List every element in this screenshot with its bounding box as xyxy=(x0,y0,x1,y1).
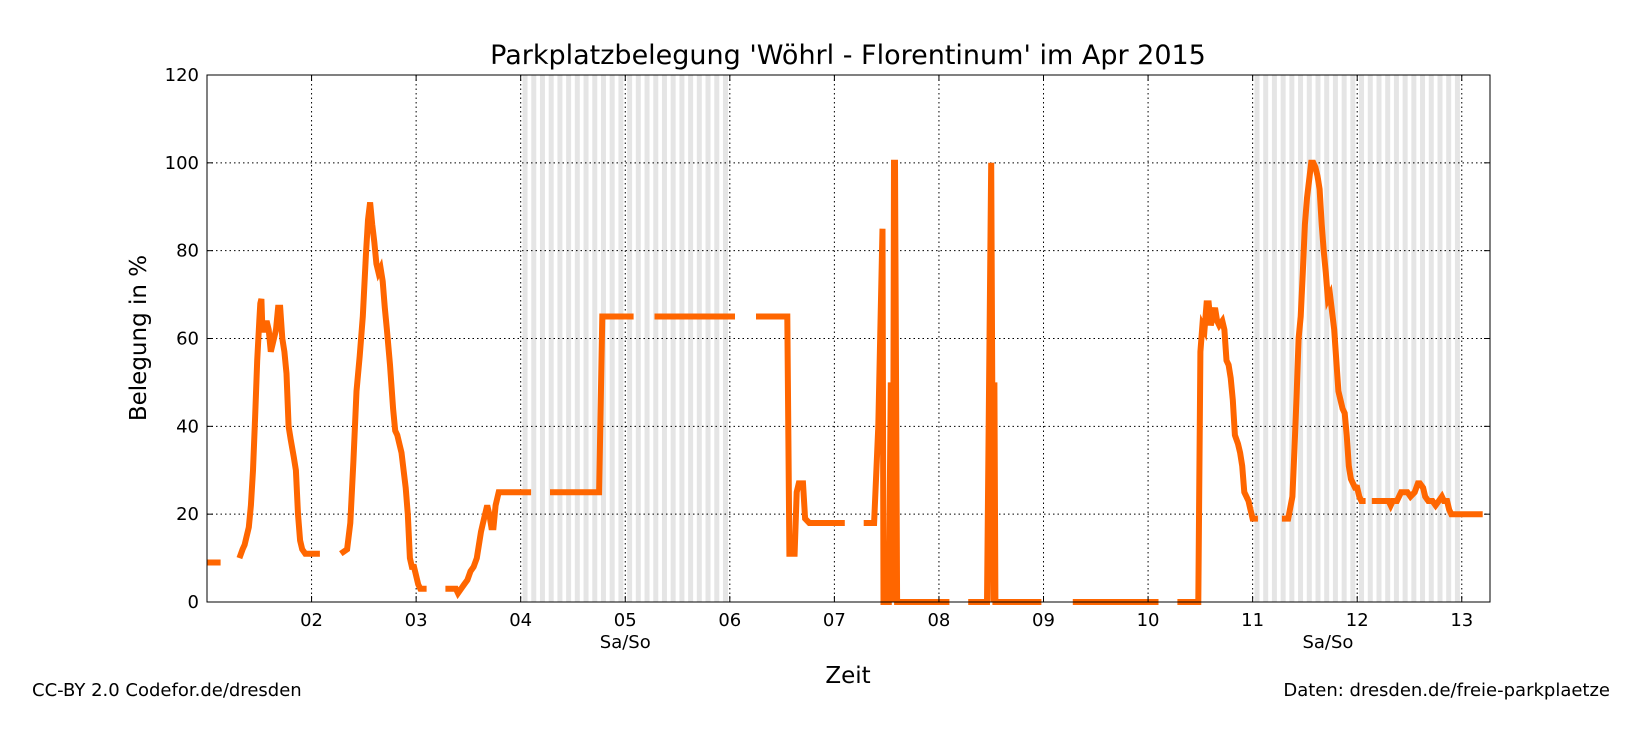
x-tick-label: 06 xyxy=(718,610,741,631)
weekend-stripe xyxy=(531,75,537,602)
x-tick-label: 07 xyxy=(823,610,846,631)
series-line-segment xyxy=(756,313,845,557)
y-tick-label: 100 xyxy=(165,153,199,174)
weekend-stripe xyxy=(1454,75,1460,602)
series-line-segment xyxy=(1371,480,1483,518)
axis-ticks: 0 20 40 60 80 100 120 02 03 04 05 06 07 08 09 10 11 12 13 S… xyxy=(165,65,1490,653)
weekend-stripe xyxy=(1385,75,1391,602)
x-tick-label: 02 xyxy=(300,610,323,631)
weekend-stripe xyxy=(1437,75,1443,602)
weekend-stripe xyxy=(705,75,711,602)
weekend-stripe xyxy=(696,75,702,602)
weekend-stripe xyxy=(1315,75,1321,602)
weekend-stripe xyxy=(679,75,685,602)
chart-title: Parkplatzbelegung 'Wöhrl - Florentinum' … xyxy=(490,40,1206,71)
series-line-segment xyxy=(863,159,950,605)
y-tick-label: 60 xyxy=(176,329,199,350)
weekend-stripe xyxy=(566,75,572,602)
weekend-label: Sa/So xyxy=(1302,632,1353,653)
weekend-stripe xyxy=(653,75,659,602)
series-line-segment xyxy=(968,162,1042,605)
weekend-stripe xyxy=(548,75,554,602)
x-tick-label: 04 xyxy=(509,610,532,631)
weekend-stripe xyxy=(644,75,650,602)
series-line-segment xyxy=(236,298,320,560)
weekend-stripe xyxy=(635,75,641,602)
weekend-stripe xyxy=(539,75,545,602)
x-tick-label: 08 xyxy=(927,610,950,631)
data-source-credit: Daten: dresden.de/freie-parkplaetze xyxy=(1283,680,1610,701)
weekend-stripe xyxy=(557,75,563,602)
weekend-stripe xyxy=(618,75,624,602)
weekend-stripe xyxy=(627,75,633,602)
series-line-segment xyxy=(339,202,427,592)
weekend-stripe xyxy=(522,75,528,602)
weekend-stripe xyxy=(1367,75,1373,602)
series-line-segment xyxy=(550,313,634,496)
series-line-segment xyxy=(1281,159,1366,522)
series-line-segment xyxy=(445,489,532,600)
y-tick-label: 120 xyxy=(165,65,199,86)
y-tick-label: 80 xyxy=(176,241,199,262)
weekend-stripe xyxy=(1341,75,1347,602)
series-line-segment xyxy=(1177,300,1258,605)
y-axis-label: Belegung in % xyxy=(126,255,152,421)
weekend-label: Sa/So xyxy=(600,632,651,653)
weekend-stripe xyxy=(661,75,667,602)
y-tick-label: 40 xyxy=(176,416,199,437)
y-tick-label: 20 xyxy=(176,504,199,525)
weekend-stripe xyxy=(1376,75,1382,602)
x-tick-label: 12 xyxy=(1346,610,1369,631)
weekend-stripe xyxy=(1324,75,1330,602)
weekend-stripe xyxy=(1446,75,1452,602)
weekend-stripe xyxy=(688,75,694,602)
weekend-stripe xyxy=(1359,75,1365,602)
weekend-stripe xyxy=(1306,75,1312,602)
x-tick-label: 03 xyxy=(405,610,428,631)
license-credit: CC-BY 2.0 Codefor.de/dresden xyxy=(32,680,302,701)
y-tick-label: 0 xyxy=(188,592,199,613)
x-tick-label: 09 xyxy=(1032,610,1055,631)
x-axis-label: Zeit xyxy=(825,663,870,689)
x-tick-label: 05 xyxy=(614,610,637,631)
x-tick-label: 10 xyxy=(1137,610,1160,631)
weekend-stripe xyxy=(670,75,676,602)
x-tick-label: 13 xyxy=(1450,610,1473,631)
x-tick-label: 11 xyxy=(1241,610,1264,631)
weekend-stripe xyxy=(1350,75,1356,602)
